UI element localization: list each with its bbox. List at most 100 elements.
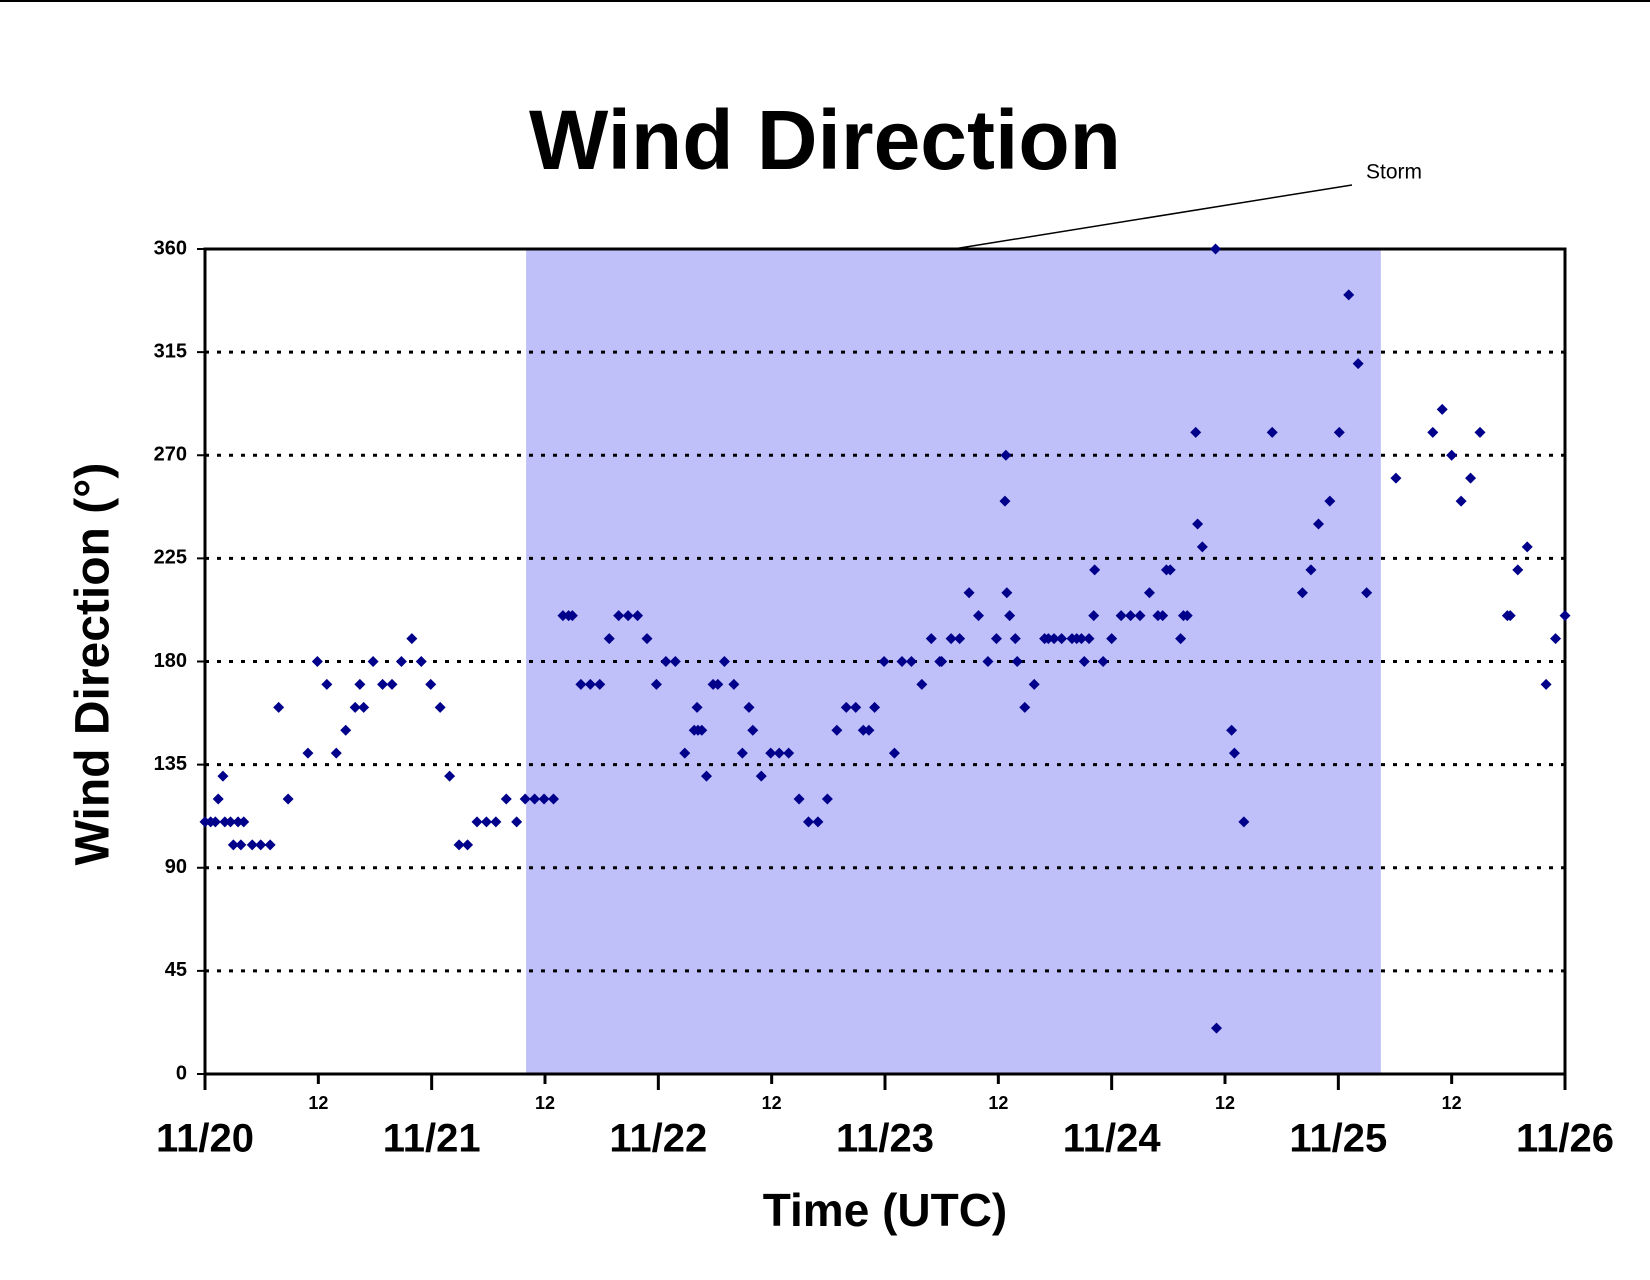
data-point (954, 633, 966, 645)
data-point (982, 656, 994, 667)
data-point (1540, 678, 1552, 690)
data-point (425, 678, 437, 690)
data-point (1226, 724, 1238, 736)
storm-label: Storm (1366, 161, 1422, 184)
data-point (1157, 610, 1169, 622)
data-point (434, 701, 446, 713)
data-point (831, 724, 843, 736)
y-tick-label: 180 (154, 650, 187, 672)
data-point (1333, 426, 1345, 438)
data-point (747, 724, 759, 736)
data-point (444, 770, 456, 782)
data-point (282, 793, 294, 805)
x-hour-label: 12 (308, 1093, 328, 1113)
data-point (490, 816, 502, 828)
data-point (238, 816, 250, 828)
data-point (1181, 610, 1193, 622)
data-point (793, 793, 805, 805)
data-point (1296, 587, 1308, 599)
data-point (511, 816, 523, 828)
data-point (415, 656, 427, 667)
data-point (358, 701, 370, 713)
data-point (679, 747, 691, 759)
data-point (395, 656, 407, 667)
data-point (1164, 564, 1176, 576)
data-point (1465, 472, 1477, 484)
data-point (1211, 1022, 1222, 1034)
data-point (691, 701, 703, 713)
chart-title: Wind Direction (529, 93, 1121, 187)
data-point (255, 839, 267, 851)
data-point (990, 633, 1002, 645)
data-point (212, 793, 224, 805)
data-point (1001, 587, 1013, 599)
data-point (199, 816, 211, 828)
y-tick-label: 270 (154, 444, 187, 466)
x-day-label: 11/22 (609, 1117, 707, 1161)
data-point (755, 770, 767, 782)
data-point (354, 678, 366, 690)
data-point (1056, 633, 1068, 645)
data-point (1455, 495, 1467, 507)
data-point (1324, 495, 1336, 507)
data-point (1028, 678, 1040, 690)
data-point (1048, 633, 1060, 645)
data-point (696, 724, 708, 736)
data-point (1446, 449, 1458, 461)
data-point (217, 770, 229, 782)
data-point (1390, 472, 1402, 484)
data-point (471, 816, 483, 828)
data-point (878, 656, 890, 667)
y-tick-label: 315 (154, 340, 187, 362)
data-point (529, 793, 541, 805)
y-tick-label: 225 (154, 547, 187, 569)
data-point (1175, 633, 1187, 645)
data-point (232, 816, 244, 828)
x-day-label: 11/26 (1516, 1117, 1614, 1161)
data-point (603, 633, 615, 645)
data-point (584, 678, 596, 690)
data-point (594, 678, 606, 690)
y-tick-label: 0 (176, 1062, 187, 1084)
data-point (803, 816, 814, 828)
data-point (1305, 564, 1317, 576)
data-point (1089, 564, 1101, 576)
data-point (1000, 449, 1012, 461)
data-point (519, 793, 531, 805)
data-point (1474, 426, 1486, 438)
data-point (1352, 358, 1364, 370)
data-point (888, 747, 900, 759)
data-point (669, 656, 681, 667)
y-tick-label: 45 (165, 959, 187, 981)
data-point (1075, 633, 1087, 645)
data-point (1427, 426, 1439, 438)
data-point (377, 678, 389, 690)
data-point (1559, 610, 1571, 622)
data-point (613, 610, 625, 622)
x-day-label: 11/20 (156, 1117, 254, 1161)
data-point (453, 839, 465, 851)
y-tick-label: 360 (154, 237, 187, 259)
plot-frame (203, 247, 1567, 1076)
data-point (1436, 403, 1448, 415)
data-point (821, 793, 833, 805)
data-point (209, 816, 221, 828)
storm-leader (953, 184, 1353, 250)
data-point (462, 839, 474, 851)
data-point (1088, 610, 1100, 622)
data-point (850, 701, 862, 713)
x-hour-label: 12 (1442, 1093, 1462, 1113)
data-point (1042, 633, 1054, 645)
data-point (660, 656, 672, 667)
data-point (728, 678, 740, 690)
data-point (548, 793, 559, 805)
x-day-label: 11/25 (1289, 1117, 1387, 1161)
data-point (321, 678, 333, 690)
data-point (273, 701, 285, 713)
x-hour-label: 12 (535, 1093, 555, 1113)
data-point (1019, 701, 1031, 713)
data-point (863, 724, 875, 736)
data-point (227, 839, 239, 851)
